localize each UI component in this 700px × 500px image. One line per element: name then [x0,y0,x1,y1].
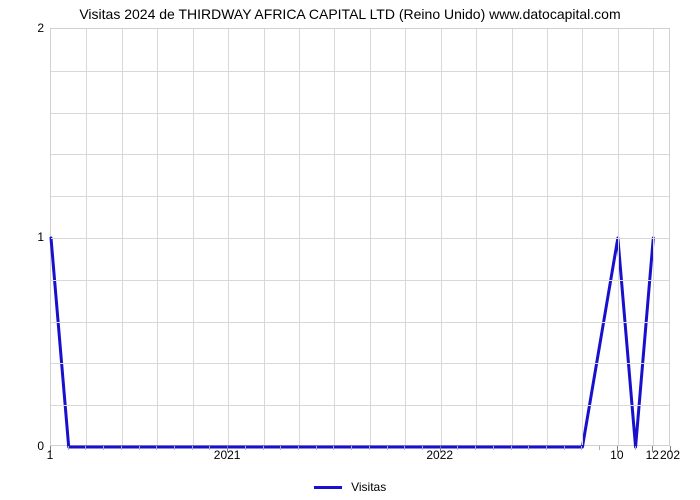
chart-container: Visitas 2024 de THIRDWAY AFRICA CAPITAL … [0,0,700,500]
grid-vertical [264,29,265,445]
x-tick-label: 10 [610,448,623,462]
x-tick-label: 12 [646,448,659,462]
y-tick-label: 2 [4,21,44,35]
grid-horizontal [51,154,669,155]
legend: Visitas [0,480,700,494]
x-minor-tick [404,446,405,450]
grid-vertical [157,29,158,445]
x-minor-tick [493,446,494,450]
x-minor-tick [475,446,476,450]
x-minor-tick [369,446,370,450]
x-minor-tick [245,446,246,450]
x-tick-label: 2021 [214,448,241,462]
x-minor-tick [599,446,600,450]
x-minor-tick [422,446,423,450]
x-minor-tick [85,446,86,450]
grid-vertical [405,29,406,445]
x-tick-label: 2022 [426,448,453,462]
legend-swatch [314,486,342,489]
x-minor-tick [263,446,264,450]
x-minor-tick [387,446,388,450]
x-minor-tick [635,446,636,450]
grid-horizontal [51,238,669,239]
x-minor-tick [316,446,317,450]
grid-vertical [547,29,548,445]
x-minor-tick [298,446,299,450]
grid-vertical [370,29,371,445]
x-minor-tick [457,446,458,450]
grid-vertical [86,29,87,445]
x-minor-tick [139,446,140,450]
grid-horizontal [51,113,669,114]
grid-horizontal [51,322,669,323]
x-minor-tick [103,446,104,450]
grid-vertical [334,29,335,445]
x-minor-tick [174,446,175,450]
x-minor-tick [351,446,352,450]
x-minor-tick [192,446,193,450]
x-minor-tick [528,446,529,450]
x-tick-label: 202 [660,448,680,462]
x-minor-tick [564,446,565,450]
grid-vertical [653,29,654,445]
x-minor-tick [511,446,512,450]
x-minor-tick [121,446,122,450]
grid-vertical [512,29,513,445]
grid-vertical [476,29,477,445]
grid-horizontal [51,363,669,364]
grid-horizontal [51,405,669,406]
grid-vertical [122,29,123,445]
x-tick-label: 1 [47,448,54,462]
grid-vertical [441,29,442,445]
grid-horizontal [51,71,669,72]
grid-vertical [228,29,229,445]
plot-area [50,28,670,446]
y-tick-label: 0 [4,439,44,453]
chart-title: Visitas 2024 de THIRDWAY AFRICA CAPITAL … [0,6,700,22]
y-tick-label: 1 [4,230,44,244]
line-series [51,29,669,445]
x-minor-tick [581,446,582,450]
grid-vertical [582,29,583,445]
x-minor-tick [209,446,210,450]
x-minor-tick [68,446,69,450]
x-minor-tick [333,446,334,450]
grid-vertical [299,29,300,445]
x-minor-tick [280,446,281,450]
grid-vertical [618,29,619,445]
grid-vertical [193,29,194,445]
x-minor-tick [546,446,547,450]
legend-label: Visitas [351,480,386,494]
grid-horizontal [51,196,669,197]
grid-horizontal [51,280,669,281]
x-minor-tick [156,446,157,450]
